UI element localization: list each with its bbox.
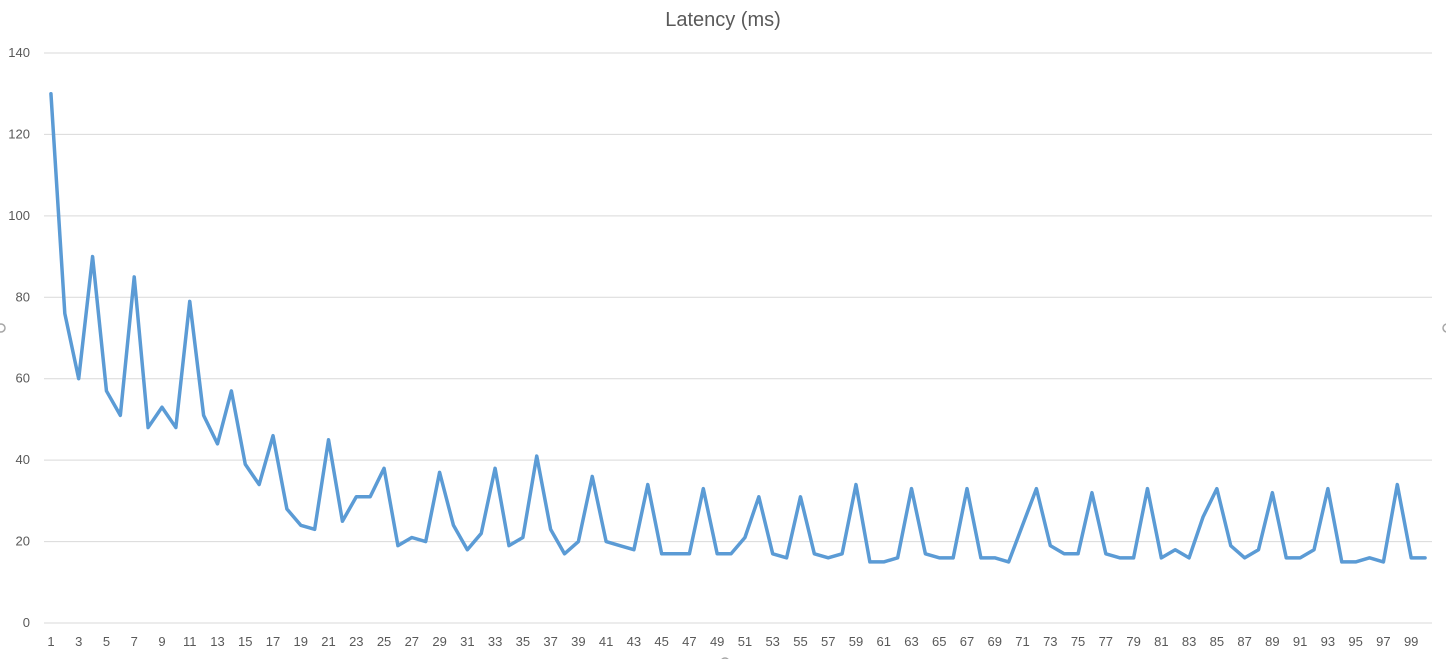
x-tick-label: 65 (932, 634, 946, 649)
x-tick-label: 35 (516, 634, 530, 649)
x-tick-label: 37 (543, 634, 557, 649)
x-tick-label: 73 (1043, 634, 1057, 649)
x-tick-label: 17 (266, 634, 280, 649)
x-tick-label: 21 (321, 634, 335, 649)
series-layer (49, 91, 1427, 564)
x-tick-label: 7 (131, 634, 138, 649)
x-tick-label: 83 (1182, 634, 1196, 649)
x-tick-label: 39 (571, 634, 585, 649)
x-tick-label: 47 (682, 634, 696, 649)
x-tick-label: 91 (1293, 634, 1307, 649)
x-tick-label: 79 (1126, 634, 1140, 649)
x-tick-label: 41 (599, 634, 613, 649)
y-tick-label: 40 (16, 452, 30, 467)
y-axis-tick-labels: 0 20 40 60 80 100 120 140 (8, 45, 30, 630)
x-tick-label: 59 (849, 634, 863, 649)
y-tick-label: 60 (16, 371, 30, 386)
x-tick-label: 77 (1099, 634, 1113, 649)
x-tick-label: 63 (904, 634, 918, 649)
chart-resize-handle-left[interactable] (0, 323, 6, 333)
x-tick-label: 85 (1210, 634, 1224, 649)
x-tick-label: 27 (405, 634, 419, 649)
x-tick-label: 67 (960, 634, 974, 649)
x-axis-tick-labels: 1 3 5 7 9 11 13 15 17 19 21 23 25 27 29 31 33 35 37 39 41 43 4… (47, 634, 1418, 649)
x-tick-label: 97 (1376, 634, 1390, 649)
x-tick-label: 9 (158, 634, 165, 649)
x-tick-label: 29 (432, 634, 446, 649)
x-tick-label: 19 (294, 634, 308, 649)
x-tick-label: 81 (1154, 634, 1168, 649)
y-tick-label: 80 (16, 289, 30, 304)
x-tick-label: 69 (988, 634, 1002, 649)
x-tick-label: 93 (1321, 634, 1335, 649)
x-tick-label: 15 (238, 634, 252, 649)
x-tick-label: 87 (1237, 634, 1251, 649)
y-tick-label: 20 (16, 534, 30, 549)
x-tick-label: 57 (821, 634, 835, 649)
x-tick-label: 61 (877, 634, 891, 649)
x-tick-label: 89 (1265, 634, 1279, 649)
x-tick-label: 13 (210, 634, 224, 649)
x-tick-label: 71 (1015, 634, 1029, 649)
gridlines (44, 52, 1432, 624)
x-tick-label: 51 (738, 634, 752, 649)
x-tick-label: 11 (183, 634, 197, 649)
x-tick-label: 49 (710, 634, 724, 649)
x-tick-label: 25 (377, 634, 391, 649)
y-tick-label: 100 (8, 208, 30, 223)
x-tick-label: 3 (75, 634, 82, 649)
y-tick-label: 120 (8, 126, 30, 141)
x-tick-label: 53 (765, 634, 779, 649)
x-tick-label: 5 (103, 634, 110, 649)
x-tick-label: 43 (627, 634, 641, 649)
x-tick-label: 1 (47, 634, 54, 649)
y-tick-label: 140 (8, 45, 30, 60)
x-tick-label: 99 (1404, 634, 1418, 649)
y-tick-label: 0 (23, 615, 30, 630)
x-tick-label: 45 (654, 634, 668, 649)
x-tick-label: 23 (349, 634, 363, 649)
x-tick-label: 33 (488, 634, 502, 649)
chart-resize-handle-right[interactable] (1442, 323, 1446, 333)
x-tick-label: 31 (460, 634, 474, 649)
x-tick-label: 55 (793, 634, 807, 649)
x-tick-label: 95 (1348, 634, 1362, 649)
chart-title: Latency (ms) (665, 9, 781, 31)
series-line-0 (49, 91, 1427, 564)
x-tick-label: 75 (1071, 634, 1085, 649)
